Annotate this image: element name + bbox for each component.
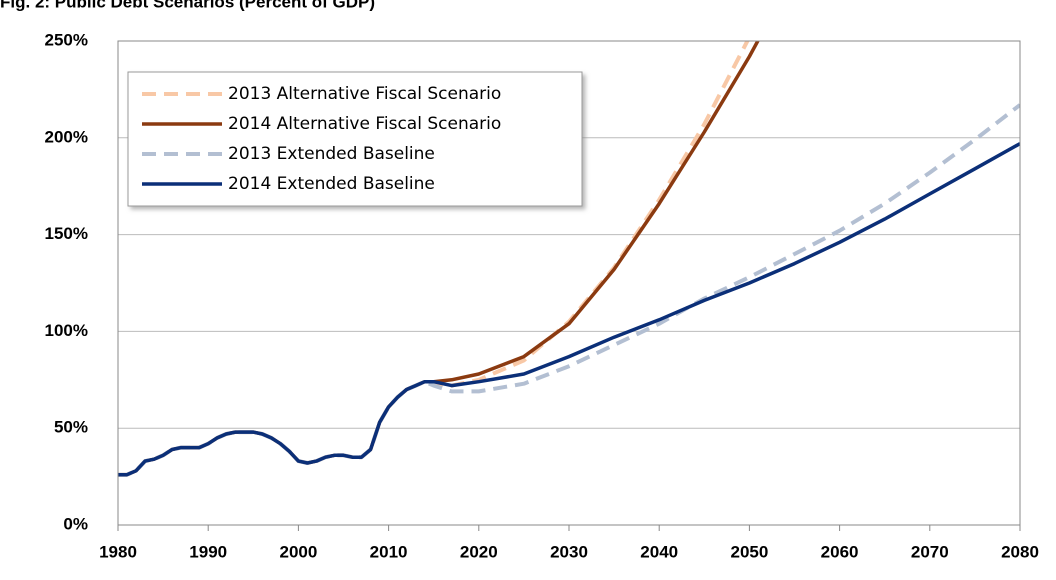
chart-title: Fig. 2: Public Debt Scenarios (Percent o… — [0, 0, 375, 11]
x-tick-label: 2010 — [370, 542, 408, 561]
x-tick-label: 1990 — [189, 542, 227, 561]
y-tick-label: 100% — [45, 321, 88, 340]
x-tick-label: 2070 — [911, 542, 949, 561]
x-tick-label: 2020 — [460, 542, 498, 561]
y-tick-label: 50% — [54, 418, 88, 437]
x-tick-label: 2040 — [640, 542, 678, 561]
y-tick-label: 150% — [45, 224, 88, 243]
legend-label: 2013 Alternative Fiscal Scenario — [228, 84, 501, 104]
legend-label: 2013 Extended Baseline — [228, 144, 435, 164]
x-tick-label: 2000 — [279, 542, 317, 561]
y-tick-label: 0% — [63, 514, 88, 533]
series-line — [118, 41, 750, 477]
x-tick-label: 1980 — [99, 542, 137, 561]
y-tick-label: 250% — [45, 30, 88, 49]
legend-label: 2014 Extended Baseline — [228, 174, 435, 194]
x-tick-label: 2060 — [821, 542, 859, 561]
x-tick-label: 2050 — [730, 542, 768, 561]
y-tick-label: 200% — [45, 127, 88, 146]
series-line — [118, 41, 760, 477]
series-line — [118, 142, 1020, 477]
x-tick-label: 2030 — [550, 542, 588, 561]
x-tick-label: 2080 — [1001, 542, 1039, 561]
legend-label: 2014 Alternative Fiscal Scenario — [228, 114, 501, 134]
